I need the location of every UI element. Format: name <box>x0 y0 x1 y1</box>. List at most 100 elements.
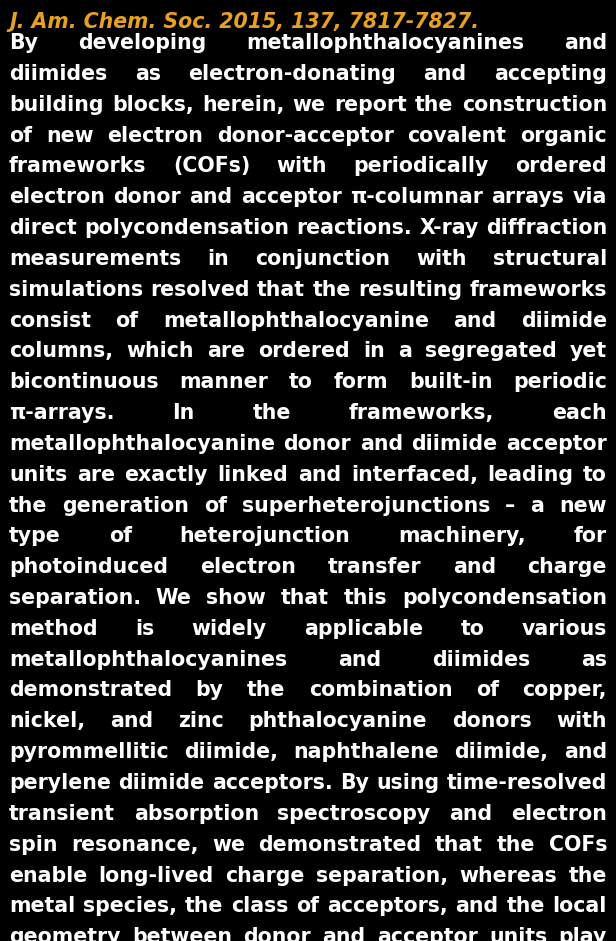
Text: via: via <box>573 187 607 207</box>
Text: By: By <box>340 773 369 793</box>
Text: spectroscopy: spectroscopy <box>277 804 431 823</box>
Text: leading: leading <box>487 465 573 485</box>
Text: generation: generation <box>62 496 189 516</box>
Text: measurements: measurements <box>9 248 181 269</box>
Text: as: as <box>581 649 607 670</box>
Text: covalent: covalent <box>408 125 506 146</box>
Text: simulations: simulations <box>9 279 143 299</box>
Text: reactions.: reactions. <box>296 218 412 238</box>
Text: the: the <box>247 680 285 700</box>
Text: pyrommellitic: pyrommellitic <box>9 742 169 762</box>
Text: of: of <box>296 897 319 917</box>
Text: class: class <box>231 897 288 917</box>
Text: demonstrated: demonstrated <box>259 835 421 854</box>
Text: polycondensation: polycondensation <box>84 218 289 238</box>
Text: transfer: transfer <box>328 557 421 577</box>
Text: a: a <box>398 342 411 361</box>
Text: segregated: segregated <box>425 342 557 361</box>
Text: diimide: diimide <box>521 311 607 330</box>
Text: copper,: copper, <box>522 680 607 700</box>
Text: units: units <box>489 927 547 941</box>
Text: phthalocyanine: phthalocyanine <box>248 711 427 731</box>
Text: donors: donors <box>452 711 532 731</box>
Text: heterojunction: heterojunction <box>180 526 351 547</box>
Text: spin: spin <box>9 835 57 854</box>
Text: to: to <box>460 619 484 639</box>
Text: electron: electron <box>107 125 203 146</box>
Text: using: using <box>376 773 439 793</box>
Text: and: and <box>338 649 381 670</box>
Text: to: to <box>289 373 313 392</box>
Text: and: and <box>453 311 496 330</box>
Text: acceptor: acceptor <box>241 187 342 207</box>
Text: structural: structural <box>493 248 607 269</box>
Text: built-in: built-in <box>409 373 492 392</box>
Text: local: local <box>553 897 607 917</box>
Text: columns,: columns, <box>9 342 113 361</box>
Text: and: and <box>189 187 232 207</box>
Text: accepting: accepting <box>494 64 607 84</box>
Text: and: and <box>564 33 607 53</box>
Text: new: new <box>559 496 607 516</box>
Text: arrays: arrays <box>492 187 564 207</box>
Text: new: new <box>46 125 94 146</box>
Text: that: that <box>281 588 329 608</box>
Text: herein,: herein, <box>202 95 285 115</box>
Text: yet: yet <box>570 342 607 361</box>
Text: of: of <box>9 125 32 146</box>
Text: by: by <box>196 680 224 700</box>
Text: method: method <box>9 619 97 639</box>
Text: exactly: exactly <box>124 465 208 485</box>
Text: each: each <box>553 403 607 423</box>
Text: metallophthalocyanine: metallophthalocyanine <box>163 311 429 330</box>
Text: electron: electron <box>511 804 607 823</box>
Text: and: and <box>564 742 607 762</box>
Text: the: the <box>312 279 351 299</box>
Text: electron-donating: electron-donating <box>188 64 396 84</box>
Text: (COFs): (COFs) <box>173 156 250 176</box>
Text: nickel,: nickel, <box>9 711 85 731</box>
Text: various: various <box>522 619 607 639</box>
Text: and: and <box>298 465 341 485</box>
Text: are: are <box>207 342 245 361</box>
Text: electron: electron <box>9 187 105 207</box>
Text: the: the <box>415 95 453 115</box>
Text: separation,: separation, <box>316 866 448 885</box>
Text: –: – <box>505 496 516 516</box>
Text: of: of <box>476 680 499 700</box>
Text: report: report <box>334 95 407 115</box>
Text: resonance,: resonance, <box>71 835 198 854</box>
Text: ordered: ordered <box>516 156 607 176</box>
Text: for: for <box>574 526 607 547</box>
Text: with: with <box>416 248 467 269</box>
Text: absorption: absorption <box>134 804 259 823</box>
Text: diimide: diimide <box>411 434 498 454</box>
Text: long-lived: long-lived <box>99 866 214 885</box>
Text: acceptors.: acceptors. <box>212 773 333 793</box>
Text: and: and <box>360 434 403 454</box>
Text: transient: transient <box>9 804 115 823</box>
Text: π-columnar: π-columnar <box>350 187 483 207</box>
Text: play: play <box>559 927 607 941</box>
Text: and: and <box>453 557 496 577</box>
Text: are: are <box>77 465 115 485</box>
Text: that: that <box>435 835 483 854</box>
Text: show: show <box>206 588 266 608</box>
Text: consist: consist <box>9 311 91 330</box>
Text: resulting: resulting <box>358 279 462 299</box>
Text: COFs: COFs <box>548 835 607 854</box>
Text: We: We <box>156 588 192 608</box>
Text: metallophthalocyanines: metallophthalocyanines <box>246 33 524 53</box>
Text: periodically: periodically <box>354 156 489 176</box>
Text: whereas: whereas <box>460 866 557 885</box>
Text: developing: developing <box>78 33 206 53</box>
Text: that: that <box>257 279 305 299</box>
Text: direct: direct <box>9 218 77 238</box>
Text: species,: species, <box>83 897 177 917</box>
Text: charge: charge <box>528 557 607 577</box>
Text: polycondensation: polycondensation <box>402 588 607 608</box>
Text: zinc: zinc <box>178 711 224 731</box>
Text: photoinduced: photoinduced <box>9 557 168 577</box>
Text: resolved: resolved <box>150 279 250 299</box>
Text: charge: charge <box>225 866 305 885</box>
